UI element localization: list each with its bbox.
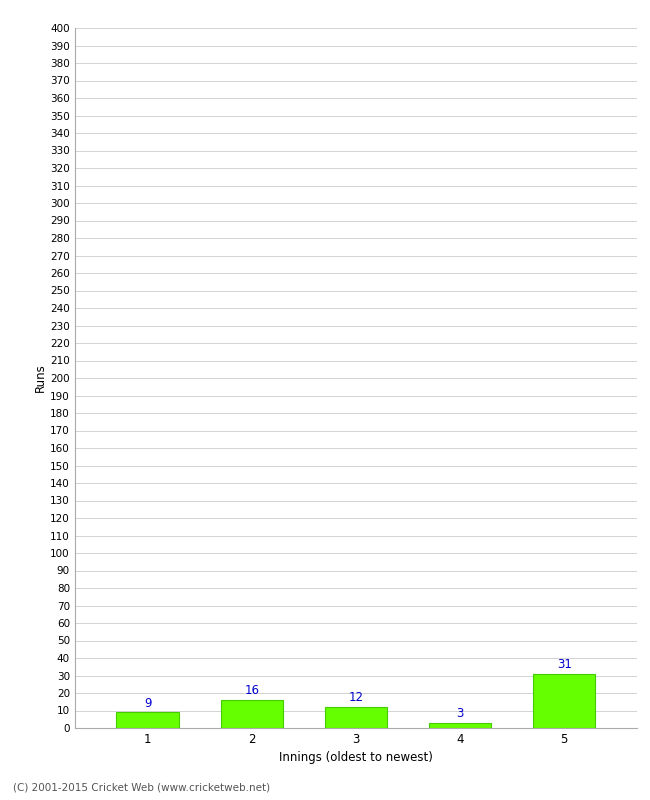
Text: 3: 3 — [456, 707, 463, 720]
X-axis label: Innings (oldest to newest): Innings (oldest to newest) — [279, 751, 433, 765]
Text: 12: 12 — [348, 691, 363, 704]
Text: 16: 16 — [244, 684, 259, 698]
Bar — [324, 707, 387, 728]
Bar — [220, 700, 283, 728]
Text: 9: 9 — [144, 697, 151, 710]
Bar — [429, 722, 491, 728]
Bar — [533, 674, 595, 728]
Y-axis label: Runs: Runs — [34, 364, 47, 392]
Text: (C) 2001-2015 Cricket Web (www.cricketweb.net): (C) 2001-2015 Cricket Web (www.cricketwe… — [13, 782, 270, 792]
Bar — [116, 712, 179, 728]
Text: 31: 31 — [556, 658, 571, 671]
